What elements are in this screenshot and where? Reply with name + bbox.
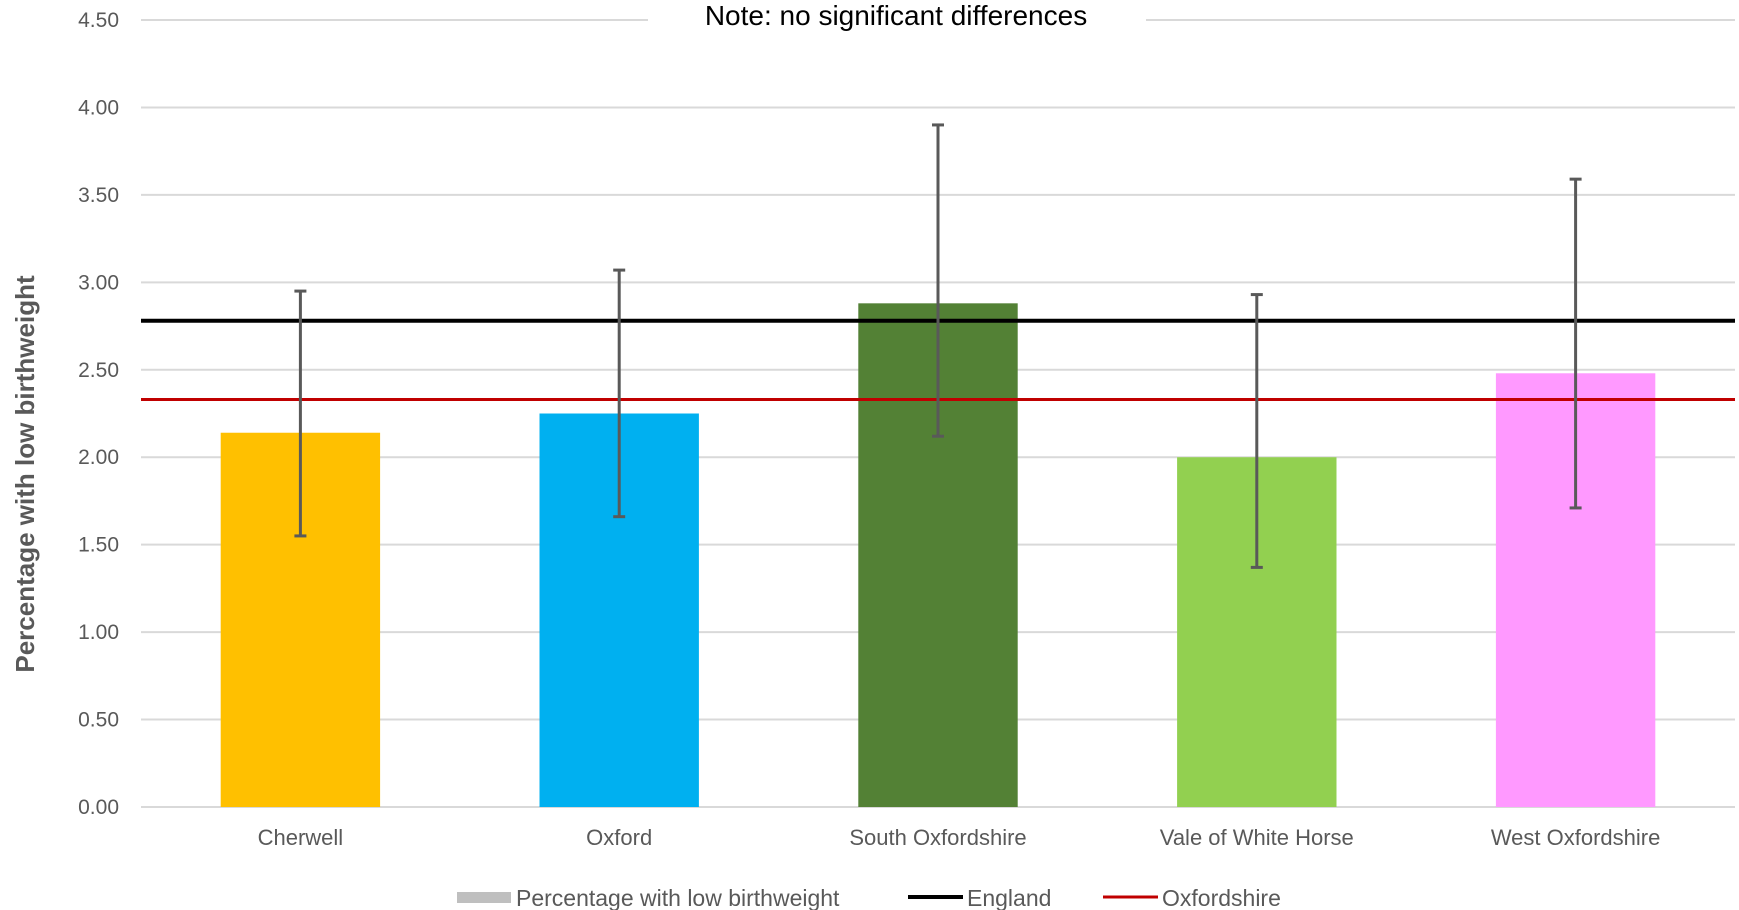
- x-category-label: South Oxfordshire: [849, 825, 1026, 850]
- y-tick-label: 3.00: [78, 271, 119, 294]
- x-category-label: West Oxfordshire: [1491, 825, 1661, 850]
- x-category-label: Oxford: [586, 825, 652, 850]
- legend: Percentage with low birthweight England …: [457, 885, 1281, 910]
- y-tick-label: 2.00: [78, 446, 119, 469]
- y-tick-label: 4.00: [78, 96, 119, 119]
- y-tick-label: 0.50: [78, 709, 119, 732]
- note-background: [648, 0, 1146, 36]
- y-tick-label: 3.50: [78, 184, 119, 207]
- y-tick-label: 1.00: [78, 621, 119, 644]
- legend-label-england: England: [967, 885, 1051, 910]
- error-bars: [294, 123, 1582, 569]
- y-tick-label: 4.50: [78, 9, 119, 32]
- y-tick-label: 2.50: [78, 359, 119, 382]
- chart-note: Note: no significant differences: [705, 0, 1087, 31]
- y-tick-label: 0.00: [78, 796, 119, 819]
- y-axis-title: Percentage with low birthweight: [10, 275, 40, 673]
- legend-label-bars: Percentage with low birthweight: [516, 885, 840, 910]
- x-category-label: Vale of White Horse: [1160, 825, 1354, 850]
- y-tick-label: 1.50: [78, 534, 119, 557]
- y-axis-ticks: 0.00 0.50 1.00 1.50 2.00 2.50 3.00 3.50 4.00 4.50: [78, 9, 119, 819]
- x-category-label: Cherwell: [258, 825, 344, 850]
- x-axis-categories: Cherwell Oxford South Oxfordshire Vale of W…: [258, 825, 1661, 850]
- legend-label-oxfordshire: Oxfordshire: [1162, 885, 1281, 910]
- legend-swatch-bars: [457, 892, 511, 903]
